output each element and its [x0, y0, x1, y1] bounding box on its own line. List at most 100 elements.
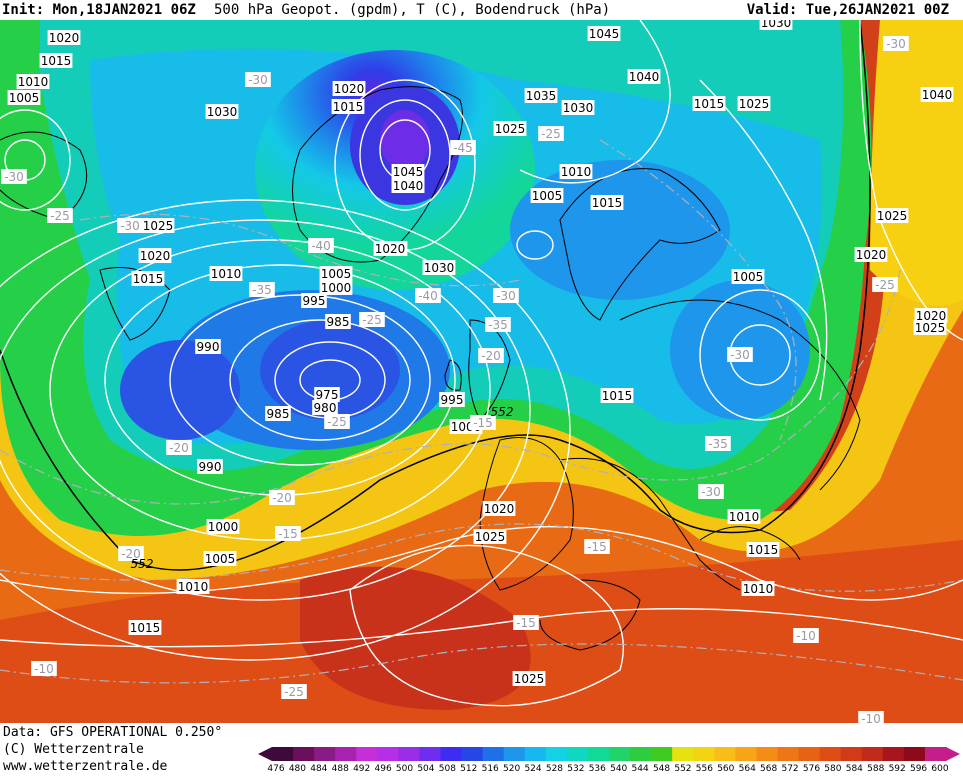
isobar-label-box: [746, 542, 780, 557]
isobar-label: 1010: [729, 510, 760, 524]
colorbar-tick-label: 480: [288, 764, 306, 774]
isobar-label: 1045: [589, 27, 620, 41]
temp-label-box: [584, 539, 610, 554]
isobar-label-box: [39, 53, 73, 68]
isobar-label: 1025: [143, 219, 174, 233]
isobar-label: 1040: [922, 88, 953, 102]
colorbar-tick-label: 504: [417, 764, 435, 774]
height-contour-label: 552: [491, 405, 514, 419]
isobar-label: 990: [199, 460, 222, 474]
colorbar-swatch: [861, 747, 884, 761]
colorbar-tick-label: 540: [610, 764, 628, 774]
isobar-label-box: [627, 69, 661, 84]
data-source-label: Data: GFS OPERATIONAL 0.250°: [3, 725, 223, 740]
isobar-label: 1030: [761, 20, 792, 30]
isobar-label-box: [590, 195, 624, 210]
colorbar-swatch: [693, 747, 715, 761]
temp-label: -15: [278, 527, 298, 541]
isobar-label-box: [314, 387, 340, 402]
chart-title: 500 hPa Geopot. (gpdm), T (C), Bodendruc…: [214, 2, 611, 18]
isobar-label-box: [512, 671, 546, 686]
isobar-label-box: [731, 269, 765, 284]
temp-label: -30: [120, 219, 140, 233]
temp-label-box: [269, 490, 295, 505]
temp-label: -20: [169, 441, 189, 455]
isobar-label: 1025: [514, 672, 545, 686]
init-time-label: Init: Mon,18JAN2021 06Z: [2, 2, 196, 18]
colorbar-tick-label: 580: [824, 764, 842, 774]
colorbar-tick-label: 560: [717, 764, 735, 774]
colorbar-swatch: [440, 747, 463, 761]
isobar-label: 1000: [208, 520, 239, 534]
colorbar-swatch: [903, 747, 926, 761]
isobar-label-box: [692, 96, 726, 111]
isobar-label-box: [561, 100, 595, 115]
isobar-label-box: [530, 188, 564, 203]
isobar-label: 990: [197, 340, 220, 354]
temp-label: -20: [481, 349, 501, 363]
isobar-label-box: [128, 620, 162, 635]
isobar-label-box: [559, 164, 593, 179]
isobar-label: 1025: [877, 209, 908, 223]
isobar-label-box: [176, 579, 210, 594]
temp-label: -35: [708, 437, 728, 451]
isobar-label-box: [587, 26, 621, 41]
isobar-label: 1030: [424, 261, 455, 275]
colorbar-tick-label: 500: [395, 764, 414, 774]
isobar-label: 995: [441, 393, 464, 407]
temp-label: -40: [311, 239, 331, 253]
isobar-label: 1025: [475, 530, 506, 544]
header-bar: Init: Mon,18JAN2021 06Z 500 hPa Geopot. …: [0, 0, 963, 20]
height-labels: 552 552: [131, 405, 514, 571]
isobar-label-box: [727, 509, 761, 524]
isobar-label: 980: [314, 401, 337, 415]
isobar-label-box: [331, 99, 365, 114]
isobar-label: 975: [316, 388, 339, 402]
temp-label-box: [324, 414, 350, 429]
copyright-label: (C) Wetterzentrale: [3, 742, 144, 757]
isobar-label: 1010: [211, 267, 242, 281]
temp-label-box: [705, 436, 731, 451]
isobar-label: 1015: [592, 196, 623, 210]
temperature-contours: [0, 139, 963, 684]
temp-label: -30: [4, 170, 24, 184]
isobar-label-box: [913, 320, 947, 335]
temp-label-box: [450, 140, 476, 155]
temp-label-box: [858, 711, 884, 723]
temp-label: -40: [418, 289, 438, 303]
temp-label-box: [117, 218, 143, 233]
isobar-label: 1015: [694, 97, 725, 111]
colorbar-tick-label: 572: [781, 764, 799, 774]
isobar-label: 1020: [375, 242, 406, 256]
isobar-label: 1020: [856, 248, 887, 262]
footer: Data: GFS OPERATIONAL 0.250° (C) Wetterz…: [0, 723, 963, 777]
colorbar-swatch: [651, 747, 673, 761]
website-label: www.wetterzentrale.de: [3, 759, 168, 774]
isobar-label-box: [197, 459, 223, 474]
colorbar-tick-label: 552: [674, 764, 692, 774]
isobar-label: 1025: [739, 97, 770, 111]
temp-label: -15: [516, 616, 536, 630]
isobar-label: 1030: [563, 101, 594, 115]
temp-label: -20: [121, 547, 141, 561]
isobar-label: 1040: [629, 70, 660, 84]
colorbar-tick-label: 564: [738, 764, 756, 774]
colorbar-tick-label: 548: [652, 764, 671, 774]
isobar-label: 1005: [321, 267, 352, 281]
colorbar-tick-label: 532: [567, 764, 585, 774]
isobar-label-box: [332, 81, 366, 96]
colorbar-swatch: [630, 747, 652, 761]
isobar-label-box: [325, 314, 351, 329]
temp-label-box: [359, 312, 385, 327]
temp-label-box: [245, 72, 271, 87]
isobar-label: 1010: [561, 165, 592, 179]
colorbar: [258, 747, 960, 761]
isobar-label-box: [600, 388, 634, 403]
colorbar-swatch: [461, 747, 484, 761]
temp-label: -30: [886, 37, 906, 51]
colorbar-swatch: [566, 747, 589, 761]
isobar-label-box: [759, 20, 793, 30]
colorbar-swatch: [356, 747, 378, 761]
isobar-label-box: [391, 178, 425, 193]
isobar-label-box: [131, 271, 165, 286]
